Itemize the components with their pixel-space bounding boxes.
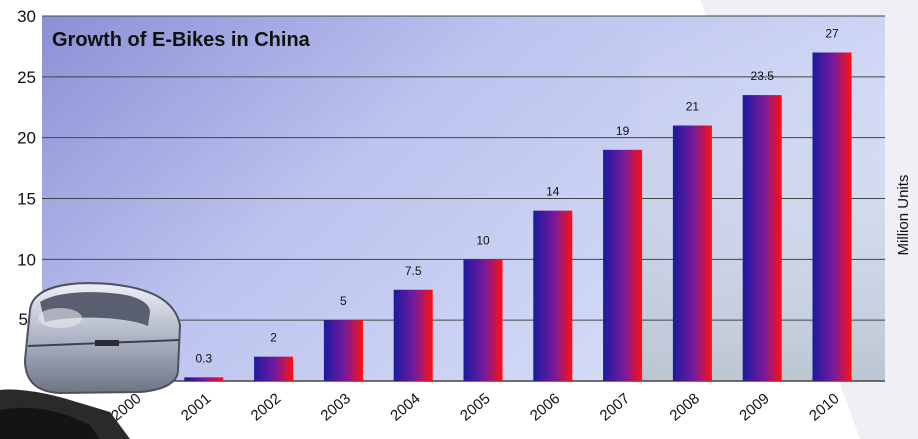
- x-axis-ticks: 2000 2001 2002 2003 2004 2005 2006 2007 2008 2009…: [108, 390, 842, 424]
- x-tick-label: 2009: [736, 390, 772, 424]
- x-tick-label: 2010: [806, 390, 842, 424]
- data-label: 19: [616, 124, 630, 138]
- bar: [463, 259, 503, 381]
- data-label: 23.5: [751, 69, 775, 83]
- x-tick-label: 2006: [527, 390, 563, 424]
- y-tick-clipped-fragment: 5: [19, 310, 28, 329]
- bars: [114, 52, 852, 381]
- bar: [603, 149, 643, 381]
- bar: [742, 95, 782, 381]
- x-tick-label: 2008: [666, 390, 702, 424]
- data-labels: 0.3 2 5 7.5 10 14 19 21 23.5 27: [195, 27, 839, 366]
- data-label: 7.5: [405, 264, 422, 278]
- x-tick-label: 2005: [457, 390, 493, 424]
- data-label: 2: [270, 331, 277, 345]
- data-label: 0.3: [195, 351, 212, 365]
- data-label: 5: [340, 294, 347, 308]
- y-tick-label: 25: [17, 68, 36, 87]
- bar: [533, 210, 573, 381]
- bar: [393, 289, 433, 381]
- data-label: 21: [686, 100, 700, 114]
- y-tick-label: 30: [17, 7, 36, 26]
- y-tick-label: 15: [17, 190, 36, 209]
- x-tick-label: 2007: [597, 390, 633, 424]
- scooter-topbox-image: [0, 282, 182, 439]
- y-axis-label: Million Units: [895, 175, 912, 256]
- bar: [184, 377, 224, 381]
- x-tick-label: 2003: [317, 390, 353, 424]
- y-tick-label: 10: [17, 250, 36, 269]
- y-axis-ticks: 30 25 20 15 10: [17, 7, 36, 269]
- x-tick-label: 2004: [387, 390, 423, 424]
- bar: [254, 356, 294, 381]
- chart-title: Growth of E-Bikes in China: [52, 29, 311, 51]
- data-label: 27: [825, 27, 839, 41]
- bar: [812, 52, 852, 381]
- data-label: 14: [546, 185, 560, 199]
- bar: [323, 320, 363, 381]
- x-tick-label: 2002: [248, 390, 284, 424]
- bar: [672, 125, 712, 381]
- data-label: 10: [476, 233, 490, 247]
- y-tick-label: 20: [17, 129, 36, 148]
- x-tick-label: 2001: [178, 390, 214, 424]
